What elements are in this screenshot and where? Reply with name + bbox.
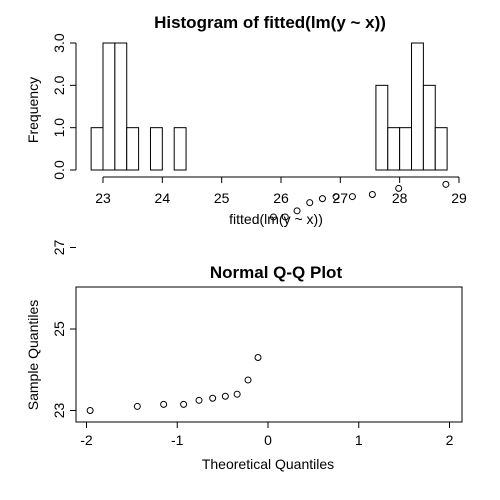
histogram-bar <box>399 127 413 171</box>
histogram-x-tick-label: 29 <box>451 190 467 206</box>
qq-point <box>221 392 229 400</box>
qq-point <box>133 402 141 410</box>
qq-point <box>244 376 252 384</box>
qq-point <box>269 213 277 221</box>
qq-plot-panel: Normal Q-Q Plot Theoretical Quantiles Sa… <box>25 180 463 472</box>
qq-point <box>86 407 94 414</box>
histogram-bars <box>90 42 448 171</box>
qq-point <box>318 195 326 203</box>
histogram-x-tick-label: 24 <box>155 190 171 206</box>
qq-point <box>442 180 450 188</box>
qq-x-axis: -2 -1 0 1 2 <box>80 422 454 448</box>
histogram-y-tick-label: 0.0 <box>51 160 67 180</box>
histogram-y-tick-label: 3.0 <box>51 33 67 53</box>
qq-x-tick-label: -1 <box>171 432 184 448</box>
qq-x-tick-label: -2 <box>80 432 93 448</box>
histogram-bar <box>411 42 424 171</box>
qq-point <box>306 199 314 207</box>
histogram-bar <box>149 127 163 171</box>
qq-title: Normal Q-Q Plot <box>210 263 343 282</box>
qq-point <box>368 191 376 199</box>
histogram-y-tick-label: 1.0 <box>51 118 67 138</box>
qq-y-tick-label: 25 <box>51 321 67 337</box>
histogram-bar <box>126 127 140 171</box>
qq-y-tick-label: 23 <box>51 403 67 419</box>
histogram-x-tick-label: 27 <box>333 190 349 206</box>
histogram-x-tick-label: 23 <box>95 190 111 206</box>
histogram-bar <box>114 42 128 171</box>
histogram-x-tick-label: 28 <box>392 190 408 206</box>
qq-points <box>86 180 450 414</box>
histogram-bar <box>102 42 116 171</box>
histogram-panel: Histogram of fitted(lm(y ~ x)) fitted(lm… <box>25 13 467 227</box>
qq-point <box>195 396 203 404</box>
histogram-bar <box>434 127 448 171</box>
histogram-x-tick-label: 26 <box>273 190 289 206</box>
histogram-bar <box>173 127 187 171</box>
histogram-bar <box>375 84 389 171</box>
qq-point <box>348 193 356 201</box>
qq-point <box>332 193 340 201</box>
histogram-x-axis: 23 24 25 26 27 28 29 <box>95 176 467 206</box>
qq-point <box>254 354 262 362</box>
histogram-y-tick-label: 2.0 <box>51 75 67 95</box>
histogram-bar <box>90 127 104 171</box>
histogram-y-axis: 0.0 1.0 2.0 3.0 <box>51 33 77 180</box>
histogram-x-tick-label: 25 <box>214 190 230 206</box>
qq-point <box>160 400 168 408</box>
qq-x-tick-label: 0 <box>264 432 272 448</box>
histogram-bar <box>422 84 436 171</box>
qq-point <box>293 207 301 215</box>
qq-point <box>180 400 188 408</box>
qq-x-tick-label: 2 <box>446 432 454 448</box>
qq-y-axis: 23 25 27 <box>51 240 76 419</box>
histogram-bar <box>387 127 401 171</box>
qq-point <box>209 394 217 402</box>
qq-x-tick-label: 1 <box>355 432 363 448</box>
qq-point <box>395 184 403 192</box>
qq-ylabel: Sample Quantiles <box>25 300 41 411</box>
histogram-ylabel: Frequency <box>25 77 41 143</box>
histogram-title: Histogram of fitted(lm(y ~ x)) <box>154 13 386 32</box>
qq-y-tick-label: 27 <box>51 240 67 256</box>
qq-plot-frame <box>75 286 463 423</box>
qq-xlabel: Theoretical Quantiles <box>202 456 334 472</box>
qq-point <box>233 390 241 398</box>
qq-point <box>281 213 289 221</box>
